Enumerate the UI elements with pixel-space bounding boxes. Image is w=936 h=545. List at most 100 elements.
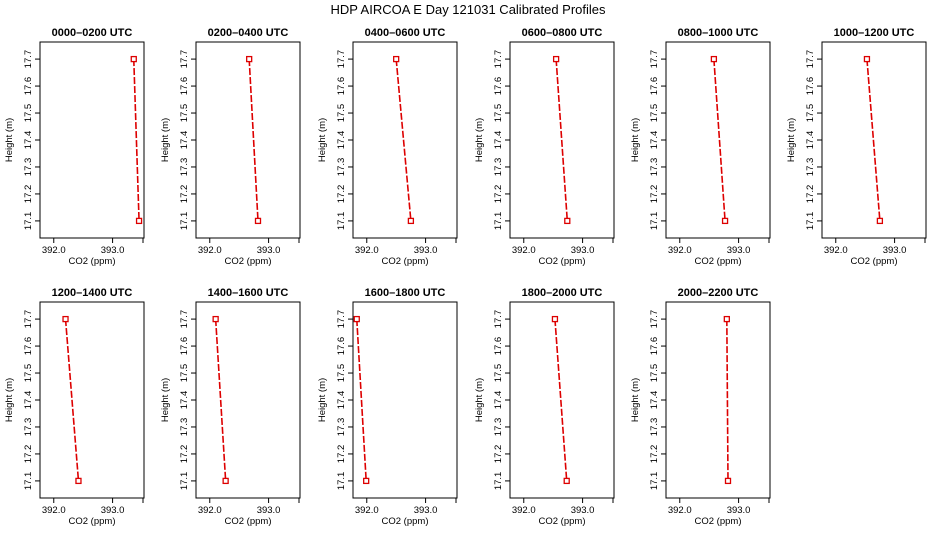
y-tick-label: 17.7 bbox=[805, 50, 816, 69]
panel-title: 1600–1800 UTC bbox=[365, 287, 446, 299]
panel-title: 1200–1400 UTC bbox=[52, 287, 133, 299]
y-axis-label: Height (m) bbox=[630, 118, 641, 162]
profile-line bbox=[132, 59, 140, 221]
y-tick-label: 17.6 bbox=[23, 77, 34, 96]
y-tick-label: 17.1 bbox=[493, 212, 504, 231]
x-tick-label: 392.0 bbox=[668, 245, 692, 256]
x-axis-label: CO2 (ppm) bbox=[695, 516, 742, 527]
y-tick-label: 17.3 bbox=[493, 158, 504, 177]
y-tick-label: 17.2 bbox=[336, 185, 347, 204]
x-axis-label: CO2 (ppm) bbox=[851, 256, 898, 267]
y-axis-label: Height (m) bbox=[317, 378, 328, 422]
x-tick-label: 393.0 bbox=[257, 245, 281, 256]
x-tick-label: 393.0 bbox=[571, 245, 595, 256]
data-point bbox=[212, 315, 219, 323]
y-tick-label: 17.3 bbox=[179, 418, 190, 437]
y-tick-label: 17.2 bbox=[649, 445, 660, 464]
y-tick-label: 17.6 bbox=[179, 77, 190, 96]
data-point bbox=[222, 477, 229, 485]
panel-title: 1400–1600 UTC bbox=[208, 287, 289, 299]
panel-title: 0600–0800 UTC bbox=[522, 27, 603, 39]
x-tick-label: 392.0 bbox=[198, 505, 222, 516]
y-tick-label: 17.5 bbox=[179, 104, 190, 123]
y-tick-label: 17.3 bbox=[23, 418, 34, 437]
x-axis-label: CO2 (ppm) bbox=[539, 516, 586, 527]
y-tick-label: 17.7 bbox=[649, 310, 660, 329]
panel-title: 0000–0200 UTC bbox=[52, 27, 133, 39]
data-point bbox=[876, 217, 884, 225]
y-tick-label: 17.7 bbox=[336, 310, 347, 329]
data-point bbox=[564, 217, 571, 225]
x-tick-label: 392.0 bbox=[42, 505, 66, 516]
x-tick-label: 393.0 bbox=[571, 505, 595, 516]
y-tick-label: 17.4 bbox=[23, 131, 34, 150]
x-tick-label: 393.0 bbox=[257, 505, 281, 516]
y-tick-label: 17.2 bbox=[805, 185, 816, 204]
y-tick-label: 17.4 bbox=[23, 391, 34, 410]
y-tick-label: 17.1 bbox=[805, 212, 816, 231]
y-tick-label: 17.5 bbox=[493, 104, 504, 123]
data-point bbox=[62, 315, 69, 323]
panel-title: 1800–2000 UTC bbox=[522, 287, 603, 299]
plot-frame bbox=[39, 41, 145, 239]
x-tick-label: 392.0 bbox=[355, 505, 379, 516]
plot-frame bbox=[352, 301, 458, 499]
y-tick-label: 17.3 bbox=[179, 158, 190, 177]
x-tick-label: 393.0 bbox=[101, 505, 125, 516]
data-point bbox=[130, 55, 137, 63]
y-tick-label: 17.3 bbox=[649, 158, 660, 177]
y-tick-label: 17.6 bbox=[179, 337, 190, 356]
profile-line bbox=[214, 319, 227, 481]
y-tick-label: 17.1 bbox=[23, 212, 34, 231]
data-point bbox=[135, 217, 143, 225]
x-tick-label: 393.0 bbox=[883, 245, 907, 256]
profile-line bbox=[555, 59, 569, 221]
plot-frame bbox=[665, 301, 771, 499]
y-axis-label: Height (m) bbox=[786, 118, 797, 162]
data-point bbox=[552, 55, 560, 63]
y-tick-label: 17.6 bbox=[493, 77, 504, 96]
x-axis-label: CO2 (ppm) bbox=[225, 256, 272, 267]
y-tick-label: 17.6 bbox=[805, 77, 816, 96]
y-tick-label: 17.6 bbox=[493, 337, 504, 356]
data-point bbox=[721, 217, 729, 225]
x-tick-label: 393.0 bbox=[101, 245, 125, 256]
x-tick-label: 393.0 bbox=[414, 505, 438, 516]
y-axis-label: Height (m) bbox=[4, 118, 15, 162]
panel-title: 0400–0600 UTC bbox=[365, 27, 446, 39]
x-tick-label: 392.0 bbox=[198, 245, 222, 256]
x-tick-label: 392.0 bbox=[355, 245, 379, 256]
y-tick-label: 17.1 bbox=[23, 472, 34, 491]
y-tick-label: 17.2 bbox=[493, 445, 504, 464]
data-point bbox=[724, 477, 732, 485]
x-tick-label: 392.0 bbox=[668, 505, 692, 516]
plot-frame bbox=[665, 41, 771, 239]
profile-line bbox=[395, 59, 412, 221]
x-axis-label: CO2 (ppm) bbox=[225, 516, 272, 527]
x-tick-label: 393.0 bbox=[727, 245, 751, 256]
y-axis-label: Height (m) bbox=[160, 118, 171, 162]
data-point bbox=[353, 315, 360, 323]
x-axis-label: CO2 (ppm) bbox=[695, 256, 742, 267]
y-tick-label: 17.7 bbox=[179, 310, 190, 329]
panel-title: 1000–1200 UTC bbox=[834, 27, 915, 39]
y-tick-label: 17.5 bbox=[649, 364, 660, 383]
y-tick-label: 17.3 bbox=[805, 158, 816, 177]
profile-line bbox=[355, 319, 367, 481]
x-tick-label: 393.0 bbox=[727, 505, 751, 516]
x-tick-label: 392.0 bbox=[512, 245, 536, 256]
y-tick-label: 17.1 bbox=[649, 472, 660, 491]
y-tick-label: 17.6 bbox=[23, 337, 34, 356]
y-axis-label: Height (m) bbox=[630, 378, 641, 422]
y-tick-label: 17.4 bbox=[336, 131, 347, 150]
y-axis-label: Height (m) bbox=[4, 378, 15, 422]
x-axis-label: CO2 (ppm) bbox=[69, 256, 116, 267]
y-tick-label: 17.5 bbox=[23, 104, 34, 123]
x-tick-label: 392.0 bbox=[42, 245, 66, 256]
x-axis-label: CO2 (ppm) bbox=[382, 516, 429, 527]
y-tick-label: 17.4 bbox=[649, 391, 660, 410]
